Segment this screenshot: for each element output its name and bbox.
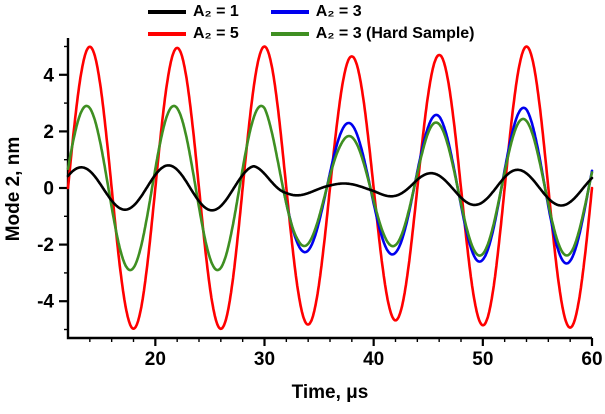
legend-label: A₂ = 1 [193,2,239,20]
x-axis-label: Time, μs [291,382,369,403]
legend-item-2: A₂ = 3 [270,2,475,21]
series-curve-3 [66,104,594,272]
legend-label: A₂ = 3 (Hard Sample) [315,24,475,42]
legend-label: A₂ = 5 [193,24,239,42]
y-tick-label: -2 [37,235,54,256]
legend-item-0: A₂ = 1 [148,2,239,21]
legend: A₂ = 1 A₂ = 5 A₂ = 3 A₂ = 3 (Hard Sample) [148,2,475,43]
legend-column-0: A₂ = 1 A₂ = 5 [148,2,239,43]
legend-column-1: A₂ = 3 A₂ = 3 (Hard Sample) [270,2,475,43]
y-tick-label: 0 [43,179,54,200]
x-tick-label: 60 [581,349,602,370]
y-axis-label: Mode 2, nm [3,136,24,242]
y-tick-label: 2 [43,122,54,143]
legend-line-swatch [148,31,186,36]
legend-line-swatch [270,31,309,36]
legend-line-swatch [270,9,309,14]
legend-item-1: A₂ = 5 [148,24,239,43]
x-tick-label: 30 [254,349,275,370]
legend-item-3: A₂ = 3 (Hard Sample) [270,24,475,43]
y-tick-label: 4 [43,65,54,86]
series-curve-1 [66,45,594,331]
series-curve-0 [66,164,594,212]
x-tick-label: 50 [472,349,493,370]
legend-label: A₂ = 3 [315,2,362,20]
x-tick-label: 20 [145,349,166,370]
y-tick-label: -4 [37,292,54,313]
legend-line-swatch [148,9,186,14]
x-tick-label: 40 [363,349,384,370]
